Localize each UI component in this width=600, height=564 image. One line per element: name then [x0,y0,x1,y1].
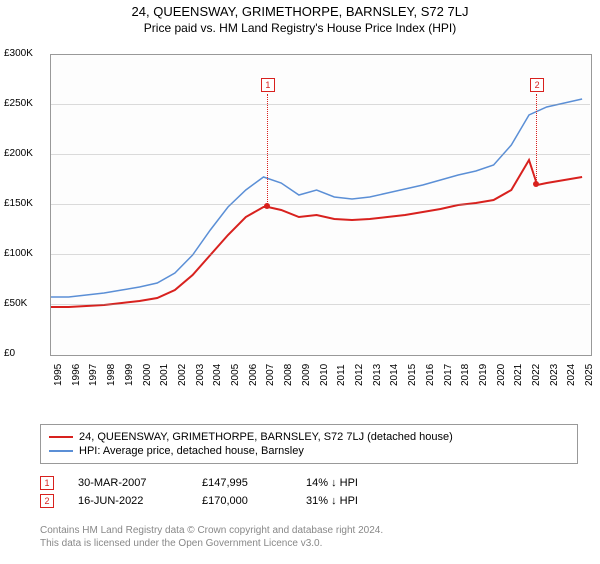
x-axis-label: 2019 [478,364,489,386]
chart-title: 24, QUEENSWAY, GRIMETHORPE, BARNSLEY, S7… [0,4,600,19]
marker-dot [264,203,270,209]
x-axis-label: 2006 [248,364,259,386]
gridline [50,254,590,255]
x-axis-label: 2013 [372,364,383,386]
x-axis-label: 1999 [124,364,135,386]
legend-item: HPI: Average price, detached house, Barn… [49,445,569,457]
x-axis-label: 2014 [389,364,400,386]
x-axis-label: 2022 [531,364,542,386]
chart-container: 24, QUEENSWAY, GRIMETHORPE, BARNSLEY, S7… [0,4,600,564]
x-axis-label: 2001 [159,364,170,386]
plot-area [50,54,592,356]
license-line2: This data is licensed under the Open Gov… [40,537,383,550]
x-axis-label: 2017 [443,364,454,386]
y-axis-label: £250K [4,98,33,109]
chart-subtitle: Price paid vs. HM Land Registry's House … [0,21,600,35]
x-axis-label: 2011 [336,364,347,386]
gridline [50,204,590,205]
marker-label-box: 2 [530,78,544,92]
legend-swatch [49,450,73,452]
license-line1: Contains HM Land Registry data © Crown c… [40,524,383,537]
series-line [51,160,582,307]
x-axis-label: 2020 [496,364,507,386]
x-axis-label: 2005 [230,364,241,386]
x-axis-label: 2000 [142,364,153,386]
x-axis-label: 2018 [460,364,471,386]
transaction-marker: 1 [40,476,54,490]
legend-label: HPI: Average price, detached house, Barn… [79,445,304,457]
chart-area: £0 £50K £100K £150K £200K £250K £300K 1995 1996… [0,44,600,394]
transaction-row: 1 30-MAR-2007 £147,995 14% ↓ HPI [40,476,358,490]
marker-label-box: 1 [261,78,275,92]
x-axis-label: 2024 [566,364,577,386]
y-axis-label: £100K [4,248,33,259]
series-line [51,99,582,297]
license-text: Contains HM Land Registry data © Crown c… [40,524,383,550]
plot-svg [51,55,591,355]
transaction-delta: 14% ↓ HPI [306,477,358,489]
gridline [50,154,590,155]
x-axis-label: 2009 [301,364,312,386]
x-axis-label: 2010 [319,364,330,386]
y-axis-label: £300K [4,48,33,59]
transaction-price: £147,995 [202,477,282,489]
transaction-delta: 31% ↓ HPI [306,495,358,507]
x-axis-label: 1998 [106,364,117,386]
legend-swatch [49,436,73,438]
x-axis-label: 2023 [549,364,560,386]
x-axis-label: 1995 [53,364,64,386]
y-axis-label: £50K [4,298,27,309]
transaction-date: 16-JUN-2022 [78,495,178,507]
y-axis-label: £150K [4,198,33,209]
x-axis-label: 2007 [265,364,276,386]
transaction-table: 1 30-MAR-2007 £147,995 14% ↓ HPI 2 16-JUN-202… [40,472,358,512]
y-axis-label: £200K [4,148,33,159]
x-axis-label: 2012 [354,364,365,386]
legend: 24, QUEENSWAY, GRIMETHORPE, BARNSLEY, S7… [40,424,578,464]
x-axis-label: 2004 [212,364,223,386]
transaction-price: £170,000 [202,495,282,507]
transaction-row: 2 16-JUN-2022 £170,000 31% ↓ HPI [40,494,358,508]
x-axis-label: 2016 [425,364,436,386]
x-axis-label: 2008 [283,364,294,386]
marker-vline [267,94,268,206]
x-axis-label: 2003 [195,364,206,386]
x-axis-label: 2025 [584,364,595,386]
x-axis-label: 2002 [177,364,188,386]
x-axis-label: 2021 [513,364,524,386]
marker-vline [536,94,537,184]
transaction-marker: 2 [40,494,54,508]
x-axis-label: 1996 [71,364,82,386]
x-axis-label: 1997 [88,364,99,386]
gridline [50,104,590,105]
legend-label: 24, QUEENSWAY, GRIMETHORPE, BARNSLEY, S7… [79,431,453,443]
x-axis-label: 2015 [407,364,418,386]
legend-item: 24, QUEENSWAY, GRIMETHORPE, BARNSLEY, S7… [49,431,569,443]
gridline [50,304,590,305]
y-axis-label: £0 [4,348,15,359]
transaction-date: 30-MAR-2007 [78,477,178,489]
